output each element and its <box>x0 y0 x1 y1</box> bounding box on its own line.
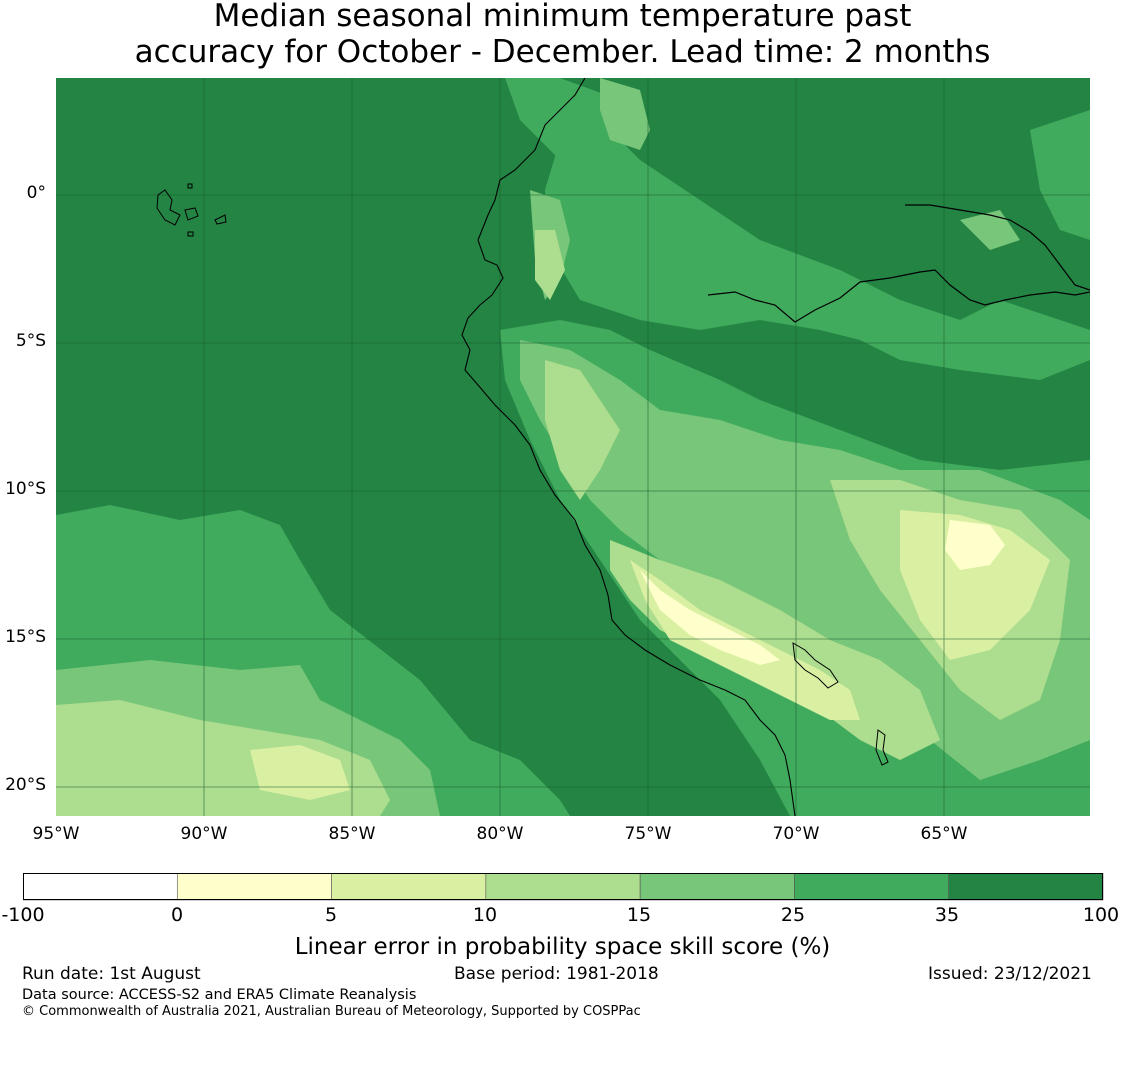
colorbar-tick-6: 35 <box>934 904 960 926</box>
colorbar-cell-5 <box>794 873 950 901</box>
lon-label-90w: 90°W <box>180 824 228 844</box>
colorbar-cell-4 <box>639 873 795 901</box>
colorbar-tick-1: 0 <box>170 904 184 926</box>
lat-label-10s: 10°S <box>5 479 46 499</box>
colorbar-cell-6 <box>948 873 1104 901</box>
lake-titicaca <box>792 642 839 689</box>
lon-label-65w: 65°W <box>920 824 968 844</box>
data-source: Data source: ACCESS-S2 and ERA5 Climate … <box>22 987 417 1003</box>
issued-date: Issued: 23/12/2021 <box>928 964 1092 984</box>
base-period: Base period: 1981-2018 <box>454 964 659 984</box>
lat-label-20s: 20°S <box>5 775 46 795</box>
lake-poopo <box>875 729 889 766</box>
lon-label-95w: 95°W <box>32 824 80 844</box>
lat-label-15s: 15°S <box>5 627 46 647</box>
run-date: Run date: 1st August <box>22 964 201 984</box>
river-amazon <box>905 204 1090 291</box>
river-south <box>707 269 1090 323</box>
chart-title-line-1: Median seasonal minimum temperature past <box>213 0 912 34</box>
colorbar-tick-3: 10 <box>472 904 498 926</box>
galapagos-islands <box>156 183 227 237</box>
field-band-0-5 <box>640 520 1005 665</box>
lon-label-70w: 70°W <box>772 824 820 844</box>
colorbar-tick-0: -100 <box>1 904 45 926</box>
coastline <box>461 78 796 816</box>
colorbar-tick-2: 5 <box>324 904 338 926</box>
lat-label-5s: 5°S <box>15 331 46 351</box>
colorbar-cell-1 <box>176 873 332 901</box>
colorbar-tick-7: 100 <box>1082 904 1120 926</box>
colorbar <box>23 873 1104 901</box>
lat-label-0: 0° <box>26 183 46 203</box>
colorbar-tick-5: 25 <box>780 904 806 926</box>
lon-label-85w: 85°W <box>328 824 376 844</box>
colorbar-cell-0 <box>23 873 178 901</box>
colorbar-label: Linear error in probability space skill … <box>294 934 831 960</box>
colorbar-cell-3 <box>485 873 641 901</box>
copyright: © Commonwealth of Australia 2021, Austra… <box>22 1004 641 1019</box>
lon-label-80w: 80°W <box>476 824 524 844</box>
colorbar-cell-2 <box>331 873 487 901</box>
map-gridlines <box>56 78 1090 816</box>
lon-label-75w: 75°W <box>624 824 672 844</box>
chart-title-line-2: accuracy for October - December. Lead ti… <box>134 34 991 70</box>
colorbar-tick-4: 15 <box>626 904 652 926</box>
